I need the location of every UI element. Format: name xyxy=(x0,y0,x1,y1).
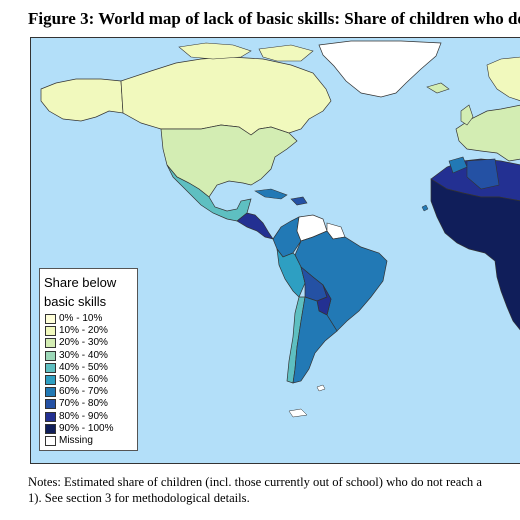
notes-line2: 1). See section 3 for methodological det… xyxy=(28,491,250,505)
legend-item: 40% - 50% xyxy=(45,362,113,374)
notes-line1: Notes: Estimated share of children (incl… xyxy=(28,475,482,489)
region-canada-arctic-2 xyxy=(258,44,314,62)
legend-label: 70% - 80% xyxy=(59,398,108,410)
legend-swatch xyxy=(45,399,56,410)
legend-title-line1: Share below xyxy=(44,275,117,290)
legend-item: 0% - 10% xyxy=(45,313,113,325)
legend-item: 50% - 60% xyxy=(45,374,113,386)
region-cuba xyxy=(254,188,288,200)
region-canada-arctic xyxy=(178,42,252,60)
legend-item: 20% - 30% xyxy=(45,337,113,349)
region-alaska xyxy=(40,78,124,122)
legend-label: 10% - 20% xyxy=(59,325,108,337)
legend-item: 70% - 80% xyxy=(45,398,113,410)
legend-item: 60% - 70% xyxy=(45,386,113,398)
legend-items: 0% - 10% 10% - 20% 20% - 30% 30% - 40% 40% -… xyxy=(45,313,113,447)
region-subsaharan-africa xyxy=(430,178,520,331)
legend-item: Missing xyxy=(45,435,113,447)
legend-item: 30% - 40% xyxy=(45,350,113,362)
legend-title: Share below basic skills xyxy=(44,273,116,311)
region-falklands xyxy=(316,384,326,392)
legend-label: Missing xyxy=(59,434,93,446)
legend-swatch xyxy=(45,326,56,337)
legend-item: 80% - 90% xyxy=(45,411,113,423)
region-hispaniola xyxy=(290,196,308,206)
legend-swatch xyxy=(45,375,56,386)
legend-swatch xyxy=(45,362,56,373)
legend-label: 80% - 90% xyxy=(59,410,108,422)
legend-swatch xyxy=(45,314,56,325)
legend-label: 0% - 10% xyxy=(59,313,103,325)
legend-title-line2: basic skills xyxy=(44,294,107,309)
legend-swatch xyxy=(45,387,56,398)
legend-label: 30% - 40% xyxy=(59,349,108,361)
map-svg xyxy=(31,38,520,463)
region-iceland xyxy=(426,82,450,94)
legend-swatch xyxy=(45,350,56,361)
region-uk xyxy=(460,104,474,126)
legend-item: 10% - 20% xyxy=(45,325,113,337)
legend-swatch xyxy=(45,411,56,422)
legend-swatch xyxy=(45,338,56,349)
legend-item: 90% - 100% xyxy=(45,423,113,435)
figure-title: Figure 3: World map of lack of basic ski… xyxy=(28,9,520,28)
legend-label: 60% - 70% xyxy=(59,386,108,398)
region-scandinavia xyxy=(486,56,520,101)
map-legend: Share below basic skills 0% - 10% 10% - 2… xyxy=(39,268,138,451)
region-algeria xyxy=(466,158,500,190)
region-greenland xyxy=(318,40,442,98)
legend-label: 20% - 30% xyxy=(59,337,108,349)
region-antarctic-island xyxy=(288,408,308,418)
world-map xyxy=(30,37,520,464)
region-central-america xyxy=(236,212,274,240)
legend-swatch xyxy=(45,435,56,446)
region-cape-verde xyxy=(421,204,429,212)
region-mexico xyxy=(166,164,252,222)
figure-notes: Notes: Estimated share of children (incl… xyxy=(28,474,520,506)
region-europe xyxy=(455,104,520,162)
legend-label: 40% - 50% xyxy=(59,361,108,373)
legend-label: 90% - 100% xyxy=(59,422,114,434)
region-argentina xyxy=(292,296,338,384)
legend-label: 50% - 60% xyxy=(59,374,108,386)
legend-swatch xyxy=(45,423,56,434)
